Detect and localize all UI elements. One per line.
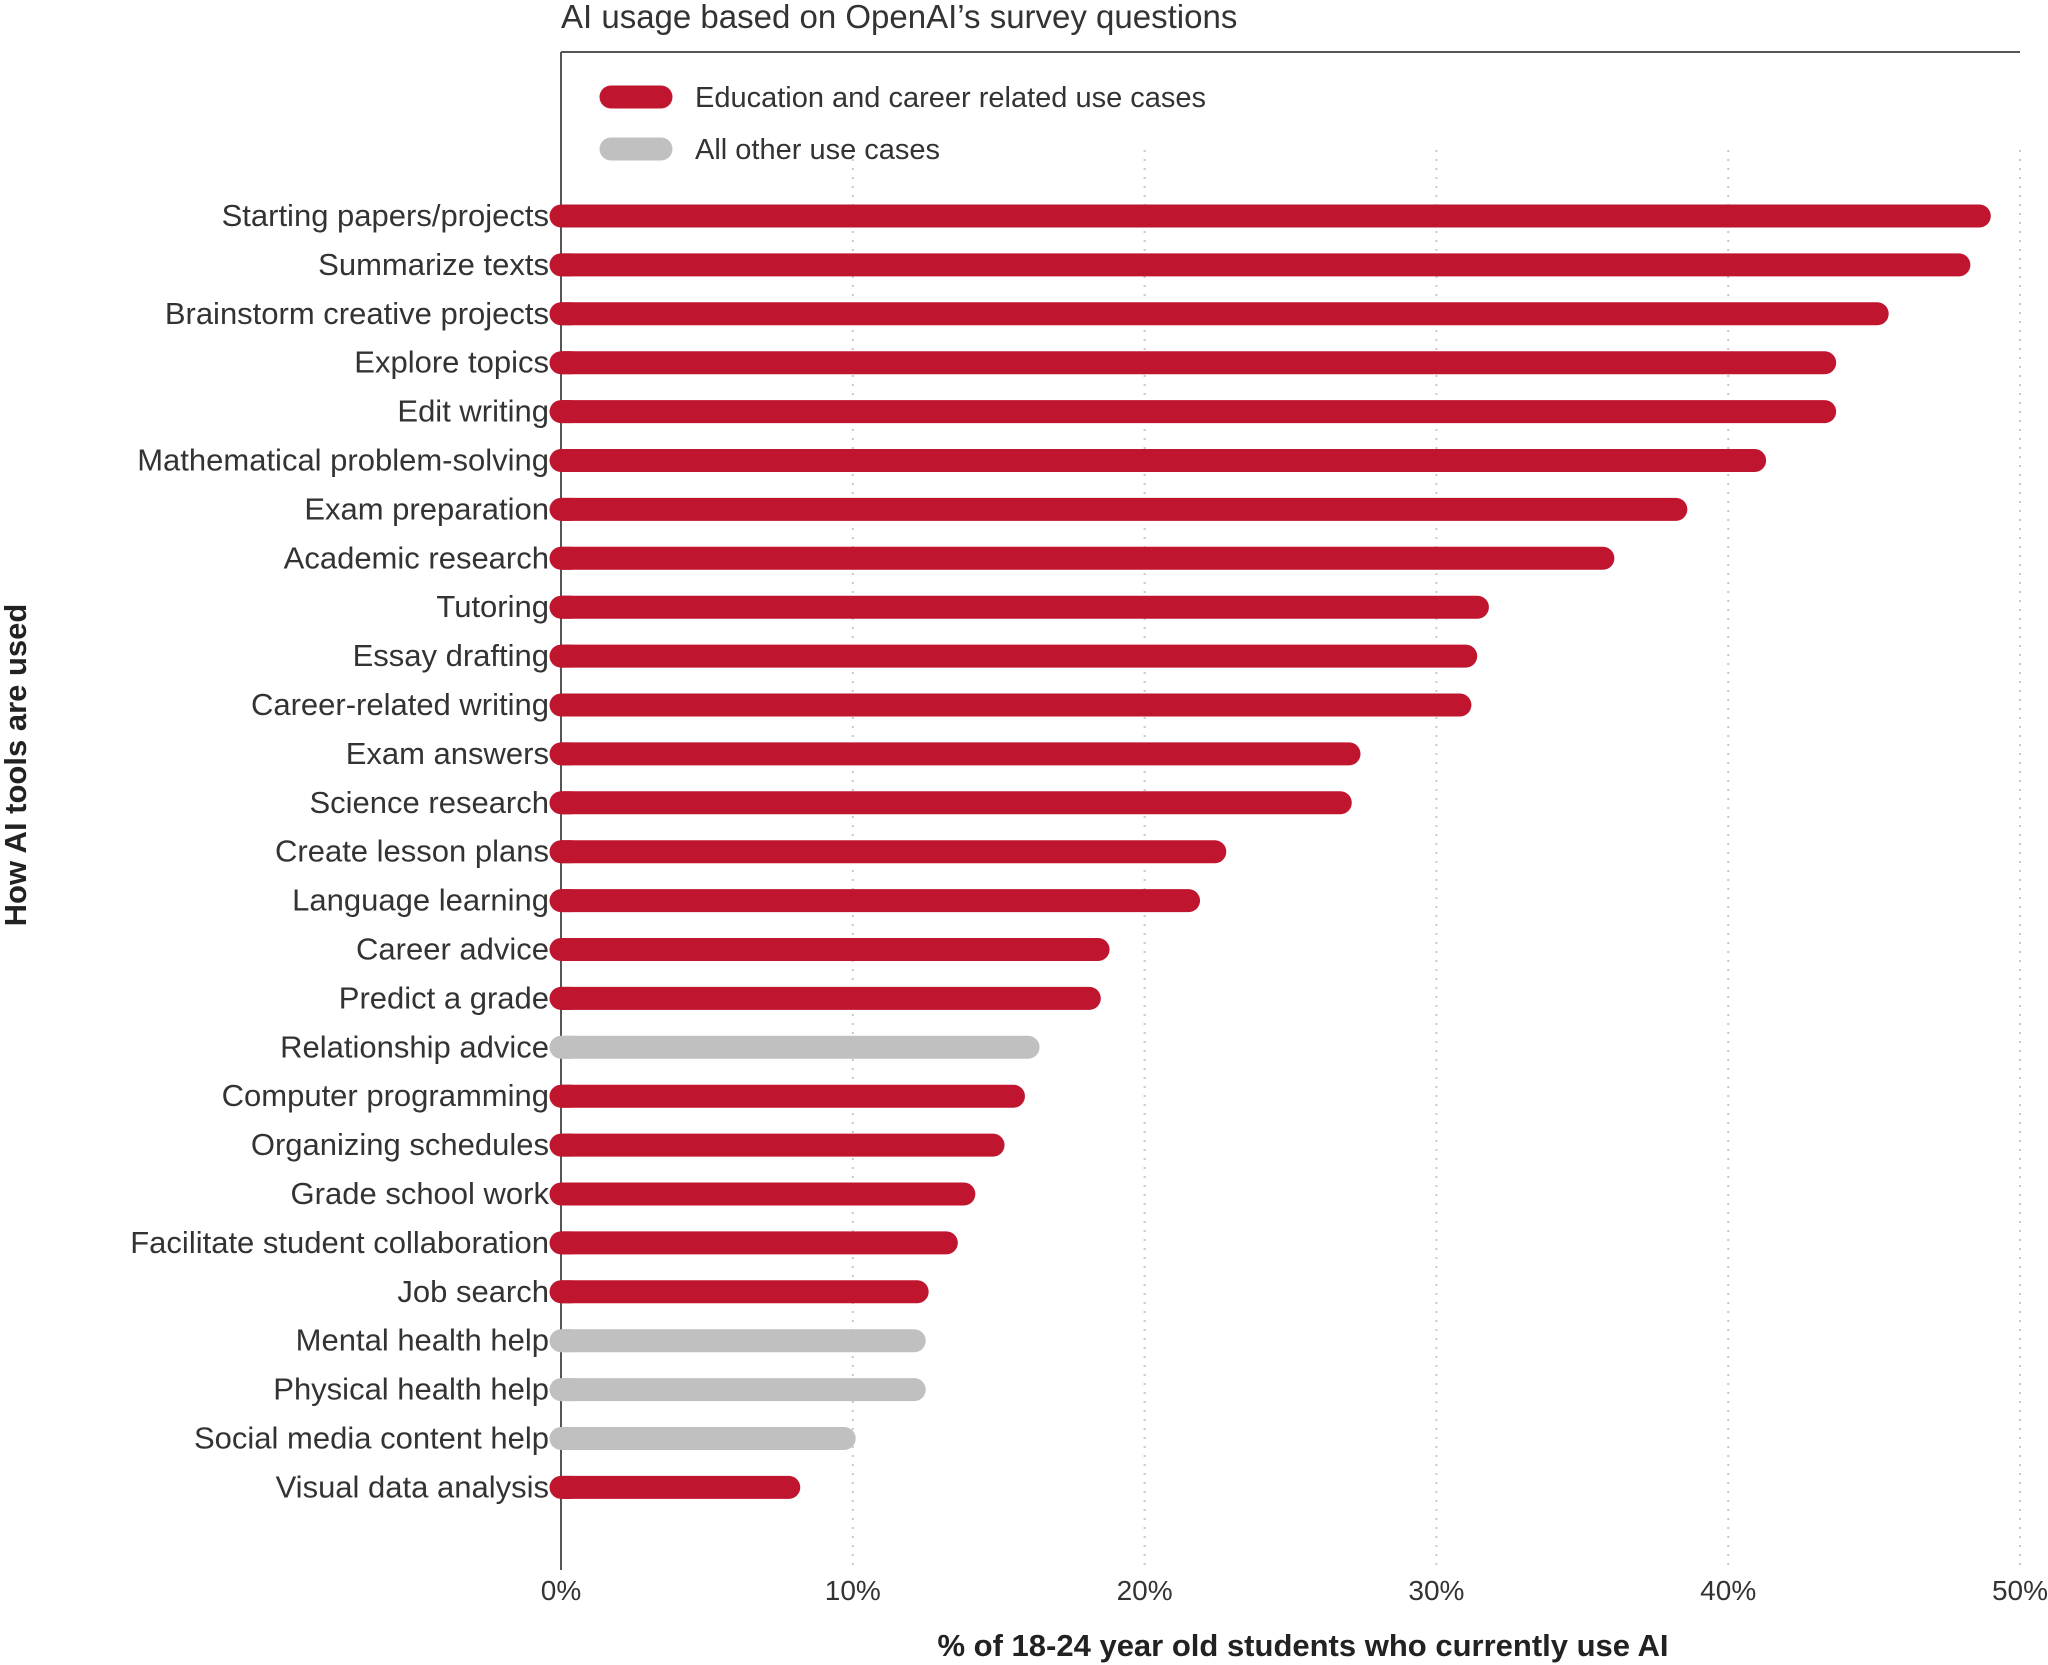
bar-base: [561, 1475, 573, 1499]
category-label: Grade school work: [291, 1176, 550, 1211]
category-label: Career-related writing: [251, 687, 549, 722]
x-tick-label: 30%: [1408, 1575, 1464, 1606]
category-label: Social media content help: [194, 1421, 549, 1456]
bar-base: [561, 791, 573, 815]
bar-base: [561, 1084, 573, 1108]
category-label: Summarize texts: [318, 247, 549, 282]
category-label: Create lesson plans: [275, 834, 549, 869]
category-label: Relationship advice: [280, 1029, 549, 1064]
category-label: Academic research: [284, 540, 549, 575]
bar-base: [561, 204, 573, 228]
bar-base: [561, 889, 573, 913]
category-label: Starting papers/projects: [222, 198, 549, 233]
category-label: Computer programming: [222, 1078, 549, 1113]
bar-base: [561, 1133, 573, 1157]
legend-label-education: Education and career related use cases: [695, 82, 1206, 114]
category-label: Essay drafting: [353, 638, 549, 673]
bar-base: [561, 449, 573, 472]
bar-base: [561, 497, 573, 521]
legend-label-other: All other use cases: [695, 134, 940, 166]
category-label: Mathematical problem-solving: [137, 443, 549, 478]
x-tick-label: 40%: [1700, 1575, 1756, 1606]
bar-base: [561, 840, 573, 864]
x-tick-label: 0%: [541, 1575, 581, 1606]
category-label: Language learning: [292, 883, 549, 918]
category-label: Facilitate student collaboration: [130, 1225, 549, 1260]
bar-base: [561, 253, 573, 277]
category-label: Tutoring: [436, 589, 549, 624]
bar-base: [561, 938, 573, 961]
category-label: Explore topics: [354, 345, 549, 380]
category-label: Predict a grade: [339, 980, 549, 1015]
x-tick-label: 20%: [1117, 1575, 1173, 1606]
y-axis-title: How AI tools are used: [0, 604, 33, 927]
category-label: Organizing schedules: [251, 1127, 549, 1162]
bar-base: [561, 1182, 573, 1206]
bar-base: [561, 595, 573, 619]
category-label: Mental health help: [296, 1323, 549, 1358]
category-labels: Starting papers/projects Summarize texts B…: [130, 198, 549, 1504]
bar-base: [561, 302, 573, 326]
x-tick-labels: 0% 10% 20% 30% 40% 50%: [541, 1575, 2048, 1606]
bar-base: [561, 1280, 573, 1304]
bar-base: [561, 351, 573, 375]
category-label: Career advice: [356, 932, 549, 967]
bar-base: [561, 1427, 573, 1450]
category-label: Visual data analysis: [276, 1469, 549, 1504]
bar-base: [561, 1035, 573, 1059]
x-tick-label: 50%: [1992, 1575, 2048, 1606]
bar-base: [561, 400, 573, 424]
bar-base: [561, 742, 573, 766]
category-label: Exam preparation: [304, 491, 549, 526]
bar-base: [561, 644, 573, 668]
category-label: Edit writing: [397, 394, 549, 429]
bar-base: [561, 693, 573, 717]
category-label: Brainstorm creative projects: [165, 296, 549, 331]
bar-base: [561, 1231, 573, 1255]
bar-base: [561, 1378, 573, 1402]
chart-title: AI usage based on OpenAI’s survey questi…: [561, 0, 1238, 35]
bar-base: [561, 986, 573, 1010]
bars: [549, 204, 1991, 1499]
category-label: Science research: [309, 785, 549, 820]
bar-base: [561, 1329, 573, 1353]
category-label: Job search: [397, 1274, 549, 1309]
category-label: Physical health help: [273, 1372, 549, 1407]
x-axis-title: % of 18-24 year old students who current…: [938, 1628, 1669, 1663]
bar-base: [561, 546, 573, 570]
category-label: Exam answers: [346, 736, 549, 771]
legend: Education and career related use cases Al…: [599, 82, 1206, 166]
x-tick-label: 10%: [825, 1575, 881, 1606]
